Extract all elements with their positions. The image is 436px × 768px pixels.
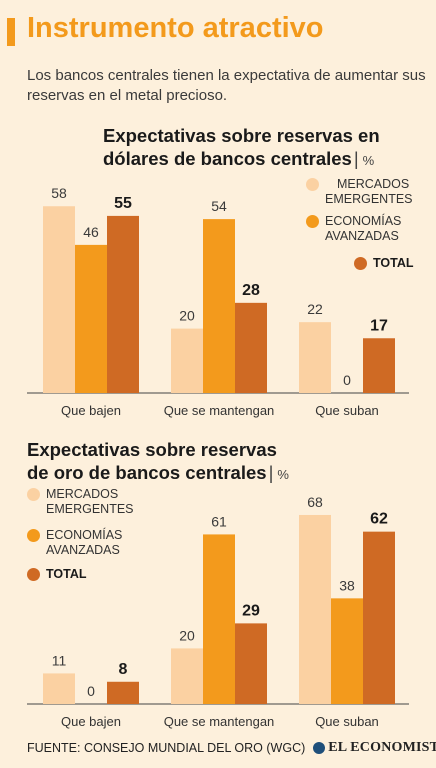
data-label-total-1: 8 xyxy=(119,661,128,678)
legend-swatch-emergentes xyxy=(306,178,319,191)
legend2-item-emergentes: MERCADOS EMERGENTES xyxy=(27,487,134,517)
bar-total-1 xyxy=(107,681,139,704)
chart-1-title-line1: Expectativas sobre reservas en xyxy=(103,125,380,146)
legend-label-emergentes-line1: MERCADOS xyxy=(337,177,410,191)
legend2-label-avanzadas-line2: AVANZADAS xyxy=(46,543,120,557)
footer: FUENTE: CONSEJO MUNDIAL DEL ORO (WGC) EL… xyxy=(27,740,436,756)
legend2-label-avanzadas-line1: ECONOMÍAS xyxy=(46,528,123,542)
data-label-total-3: 62 xyxy=(370,511,388,528)
legend2-item-avanzadas: ECONOMÍAS AVANZADAS xyxy=(27,528,122,558)
category-label-1: Que bajen xyxy=(61,403,121,418)
data-label-total-2: 29 xyxy=(242,602,260,619)
legend-item-avanzadas: ECONOMÍAS AVANZADAS xyxy=(306,214,401,244)
legend-label-total: TOTAL xyxy=(373,256,414,270)
bar-emergentes-3 xyxy=(299,322,331,393)
publisher-logo-text: EL ECONOMISTA xyxy=(328,740,436,755)
data-label-emergentes-2: 20 xyxy=(179,627,195,643)
data-label-avanzadas-2: 61 xyxy=(211,513,227,529)
bar-total-2 xyxy=(235,623,267,704)
data-label-avanzadas-3: 38 xyxy=(339,577,355,593)
legend2-label-emergentes-line2: EMERGENTES xyxy=(46,502,134,516)
chart-2-gold-reserves: 11 0 8 Que bajen 20 61 29 Que se mantengan 68 38 6… xyxy=(27,494,409,729)
data-label-total-1: 55 xyxy=(114,195,132,212)
source-note: FUENTE: CONSEJO MUNDIAL DEL ORO (WGC) xyxy=(27,741,306,755)
chart-2-title-line2: de oro de bancos centrales xyxy=(27,462,267,483)
chart-2-title-separator: | xyxy=(268,462,274,483)
data-label-avanzadas-3: 0 xyxy=(343,372,351,388)
bar-total-3 xyxy=(363,338,395,393)
data-label-emergentes-3: 22 xyxy=(307,301,323,317)
chart-1-title-separator: | xyxy=(353,148,359,169)
bar-total-3 xyxy=(363,531,395,704)
legend-swatch-total xyxy=(354,257,367,270)
page-subtitle: Los bancos centrales tienen la expectati… xyxy=(27,67,426,104)
data-label-total-2: 28 xyxy=(242,282,260,299)
legend2-label-emergentes: MERCADOS EMERGENTES xyxy=(46,487,134,517)
legend2-label-emergentes-line1: MERCADOS xyxy=(46,487,119,501)
legend2-item-total: TOTAL xyxy=(27,567,87,582)
chart-2-unit: % xyxy=(277,467,289,482)
title-accent-bar xyxy=(7,18,15,46)
data-label-emergentes-1: 58 xyxy=(51,185,67,201)
data-label-emergentes-1: 11 xyxy=(52,652,67,668)
category-label-1: Que bajen xyxy=(61,714,121,729)
legend-label-avanzadas-line1: ECONOMÍAS xyxy=(325,214,402,228)
bar-emergentes-1 xyxy=(43,673,75,704)
chart-1-dollar-reserves: 58 46 55 Que bajen 20 54 28 Que se mantengan 22 0… xyxy=(27,185,409,418)
bar-emergentes-3 xyxy=(299,514,331,704)
category-label-2: Que se mantengan xyxy=(164,403,275,418)
category-label-3: Que suban xyxy=(315,403,379,418)
legend-label-emergentes-line2: EMERGENTES xyxy=(325,192,413,206)
chart-2-title: Expectativas sobre reservas de oro de ba… xyxy=(27,438,289,486)
legend-label-avanzadas: ECONOMÍAS AVANZADAS xyxy=(325,214,401,244)
category-label-3: Que suban xyxy=(315,714,379,729)
bar-total-2 xyxy=(235,302,267,393)
data-label-avanzadas-2: 54 xyxy=(211,198,227,214)
bar-avanzadas-3 xyxy=(331,598,363,704)
bar-total-1 xyxy=(107,215,139,393)
legend-item-emergentes: MERCADOS EMERGENTES xyxy=(306,177,413,207)
bar-avanzadas-2 xyxy=(203,219,235,393)
bar-emergentes-1 xyxy=(43,206,75,393)
legend2-swatch-emergentes xyxy=(27,488,40,501)
legend-label-avanzadas-line2: AVANZADAS xyxy=(325,229,399,243)
bar-emergentes-2 xyxy=(171,648,203,704)
data-label-avanzadas-1: 46 xyxy=(83,224,99,240)
chart-1-unit: % xyxy=(362,153,375,168)
legend-label-emergentes: MERCADOS EMERGENTES xyxy=(325,177,413,207)
category-label-2: Que se mantengan xyxy=(164,714,275,729)
chart-1-title-line2: dólares de bancos centrales xyxy=(103,148,352,169)
data-label-total-3: 17 xyxy=(370,317,388,334)
legend2-label-avanzadas: ECONOMÍAS AVANZADAS xyxy=(46,528,122,558)
data-label-emergentes-3: 68 xyxy=(307,494,323,510)
legend2-swatch-avanzadas xyxy=(27,529,40,542)
bar-avanzadas-1 xyxy=(75,244,107,393)
chart-2-title-line1: Expectativas sobre reservas xyxy=(27,439,277,460)
data-label-avanzadas-1: 0 xyxy=(87,683,95,699)
data-label-emergentes-2: 20 xyxy=(179,308,195,324)
legend2-label-total: TOTAL xyxy=(46,567,87,581)
legend-item-total: TOTAL xyxy=(354,256,414,271)
chart-1-title: Expectativas sobre reservas en dólares d… xyxy=(103,124,380,172)
bar-emergentes-2 xyxy=(171,328,203,393)
bar-avanzadas-2 xyxy=(203,534,235,704)
publisher-logo: EL ECONOMISTA xyxy=(313,740,436,756)
legend-swatch-avanzadas xyxy=(306,215,319,228)
page-title: Instrumento atractivo xyxy=(27,12,324,44)
legend2-swatch-total xyxy=(27,568,40,581)
publisher-logo-icon xyxy=(313,742,326,754)
